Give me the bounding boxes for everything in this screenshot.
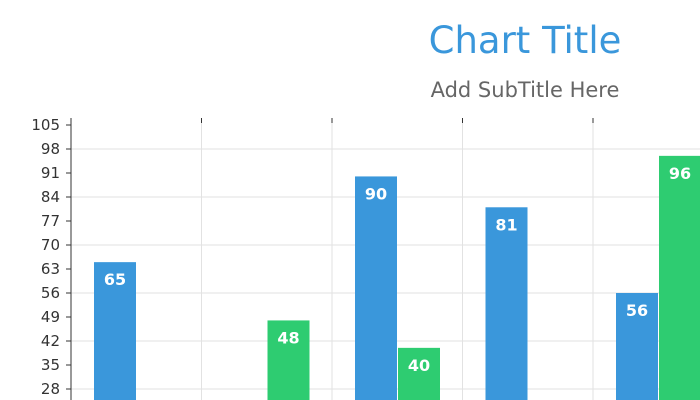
bar	[355, 176, 397, 400]
y-tick-label: 56	[41, 284, 60, 302]
data-labels: 65 90 81 56 48 40 96	[104, 164, 691, 375]
y-tick-label: 35	[41, 356, 60, 374]
bars	[94, 155, 700, 400]
bar-value-label: 65	[104, 270, 126, 289]
chart-title: Chart Title	[428, 19, 622, 62]
y-tick-label: 49	[41, 308, 60, 326]
y-tick-label: 63	[41, 260, 60, 278]
y-tick-label: 42	[41, 332, 60, 350]
y-tick-label: 28	[41, 380, 60, 398]
bar-value-label: 40	[408, 356, 430, 375]
bar	[94, 262, 136, 400]
bar-value-label: 56	[626, 301, 648, 320]
y-tick-label: 70	[41, 236, 60, 254]
y-axis: 105 98 91 84 77 70 63 56 49 42 35 28	[31, 116, 594, 400]
bar-value-label: 96	[669, 164, 691, 183]
chart-subtitle: Add SubTitle Here	[430, 78, 620, 102]
y-tick-label: 77	[41, 212, 60, 230]
y-tick-label: 98	[41, 140, 60, 158]
bar-value-label: 90	[365, 184, 387, 203]
y-tick-label: 91	[41, 164, 60, 182]
bar	[616, 293, 658, 400]
bar-value-label: 81	[495, 215, 517, 234]
bar	[659, 155, 700, 400]
bar	[485, 207, 528, 400]
bar	[267, 320, 310, 400]
bar-value-label: 48	[277, 328, 299, 347]
bar	[398, 347, 440, 400]
y-tick-label: 105	[31, 116, 60, 134]
y-tick-label: 84	[41, 188, 60, 206]
